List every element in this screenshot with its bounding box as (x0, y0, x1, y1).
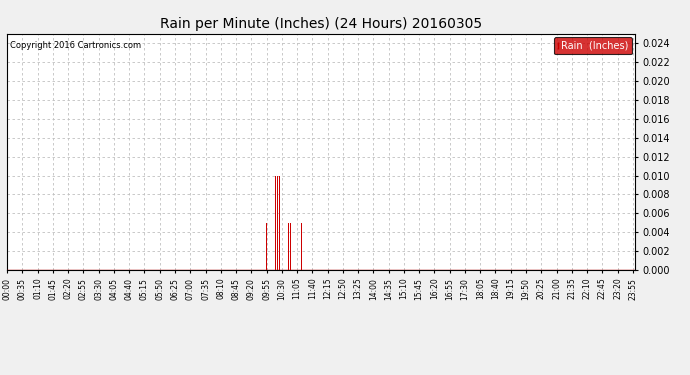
Title: Rain per Minute (Inches) (24 Hours) 20160305: Rain per Minute (Inches) (24 Hours) 2016… (160, 17, 482, 31)
Legend: Rain  (Inches): Rain (Inches) (554, 37, 632, 54)
Text: Copyright 2016 Cartronics.com: Copyright 2016 Cartronics.com (10, 41, 141, 50)
